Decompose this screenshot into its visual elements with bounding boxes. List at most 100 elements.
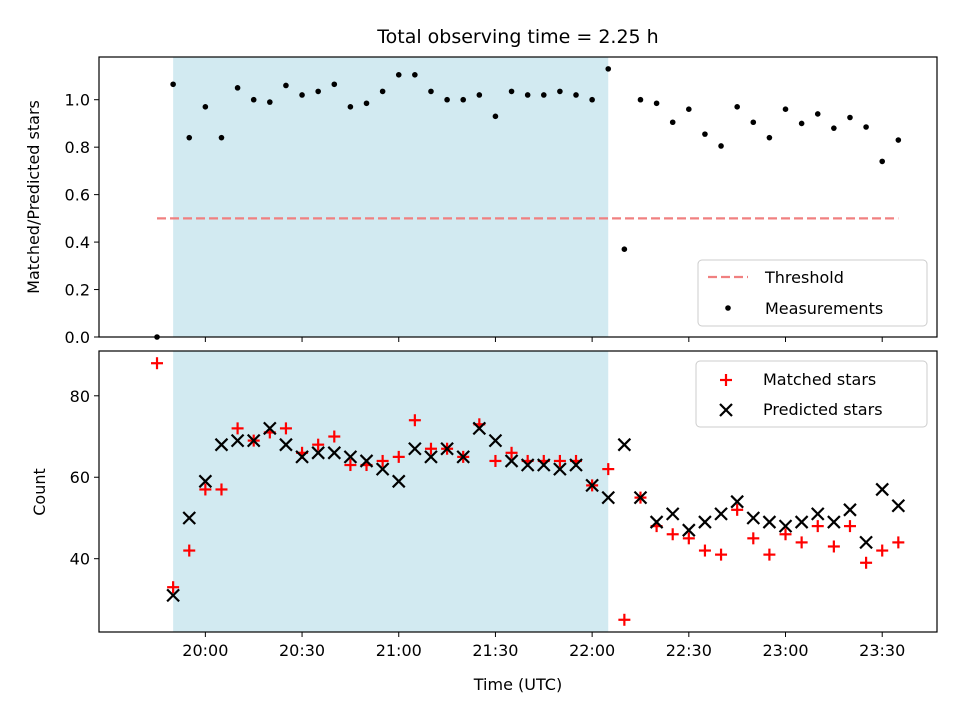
predicted-star-point	[537, 458, 551, 472]
panel-top-frame	[98, 56, 938, 338]
panel-bottom: 20:00 20:30 21:00 21:30 22:00 22:30 23:00 23:30…	[30, 350, 938, 660]
measurement-point	[669, 119, 676, 126]
predicted-star-point	[520, 458, 535, 472]
y-tick-label: 60	[70, 468, 90, 487]
matched-star-point	[763, 548, 776, 561]
predicted-star-point	[875, 482, 889, 497]
legend-threshold-label: Threshold	[764, 268, 844, 287]
matched-star-point	[151, 357, 164, 370]
measurement-point	[299, 92, 305, 98]
predicted-star-point	[214, 437, 229, 452]
matched-star-point	[795, 536, 808, 549]
y-tick-label: 80	[70, 387, 90, 406]
predicted-star-point	[408, 441, 422, 456]
measurement-point	[395, 71, 402, 78]
predicted-star-point	[649, 515, 664, 529]
predicted-star-point	[246, 433, 261, 448]
matched-star-point	[199, 483, 212, 496]
predicted-star-point	[375, 462, 390, 476]
measurement-point	[589, 96, 595, 103]
matched-star-point	[811, 520, 824, 533]
x-axis-label: Time (UTC)	[473, 675, 562, 694]
matched-star-point	[892, 536, 905, 549]
matched-star-point	[231, 422, 244, 435]
matched-star-point	[167, 581, 180, 594]
matched-star-point	[279, 422, 292, 435]
matched-star-point	[779, 528, 792, 541]
y-tick-label: 0.2	[65, 281, 90, 300]
predicted-star-point	[311, 446, 325, 460]
measurement-point	[637, 96, 644, 103]
measurement-point	[750, 119, 757, 126]
matched-star-point	[215, 483, 228, 496]
measurement-point	[524, 92, 531, 98]
matched-star-point	[328, 430, 341, 443]
matched-star-point	[666, 528, 679, 541]
predicted-star-point	[440, 441, 454, 456]
predicted-star-point	[827, 515, 841, 529]
measurement-point	[686, 106, 692, 113]
matched-star-point	[860, 556, 873, 569]
predicted-star-point	[198, 474, 213, 489]
measurement-point	[782, 106, 789, 113]
predicted-star-point	[778, 519, 793, 533]
predicted-star-point	[424, 450, 438, 464]
predicted-star-point	[359, 454, 374, 468]
matched-star-point	[183, 544, 196, 557]
measurement-point	[363, 100, 370, 107]
measurement-point	[315, 88, 321, 95]
matched-star-point	[312, 438, 325, 451]
measurement-point	[621, 246, 628, 253]
measurement-point	[895, 137, 902, 143]
predicted-star-point	[762, 515, 777, 529]
measurement-point	[412, 71, 418, 78]
measurement-point	[250, 96, 257, 103]
x-tick-label: 22:30	[666, 641, 712, 660]
measurement-point	[347, 104, 354, 110]
measurement-point	[573, 92, 579, 98]
predicted-star-point	[585, 478, 599, 493]
measurement-point	[540, 92, 547, 98]
measurement-point	[267, 99, 273, 105]
predicted-star-point	[730, 494, 744, 509]
bottom-legend: Matched stars Predicted stars	[695, 360, 928, 428]
predicted-star-point	[714, 507, 728, 521]
matched-star-point	[408, 414, 421, 427]
y-tick-label: 0.0	[65, 328, 90, 347]
legend-measurements-swatch	[725, 305, 731, 311]
predicted-star-point	[810, 507, 825, 521]
legend-predicted-swatch	[719, 403, 733, 417]
matched-star-point	[602, 463, 615, 476]
measurement-point	[331, 81, 338, 88]
measurement-point	[814, 111, 821, 117]
chart-title: Total observing time = 2.25 h	[376, 26, 658, 48]
measurement-point	[283, 82, 289, 89]
matched-star-point	[489, 454, 502, 467]
predicted-star-point	[682, 523, 696, 537]
matched-star-point	[424, 442, 437, 455]
y-tick-label: 0.8	[65, 138, 90, 157]
measurement-point	[508, 88, 515, 95]
matched-star-point	[392, 450, 405, 463]
measurement-point	[218, 134, 225, 141]
matched-star-point	[682, 532, 695, 545]
matched-star-point	[505, 446, 518, 459]
matched-star-point	[747, 532, 760, 545]
measurement-point	[557, 88, 563, 95]
measurement-point	[734, 104, 740, 110]
measurement-point	[879, 158, 886, 165]
matched-star-point	[827, 540, 840, 553]
matched-star-point	[731, 503, 744, 516]
panel-top: 0.0 0.2 0.4 0.6 0.8 1.0 Matched/Predicted sta…	[24, 56, 938, 347]
measurement-point	[492, 113, 499, 120]
measurement-point	[605, 66, 612, 72]
predicted-star-point	[504, 454, 519, 468]
legend-predicted-label: Predicted stars	[763, 400, 883, 419]
legend-measurements-label: Measurements	[765, 299, 883, 318]
y-tick-label: 40	[70, 550, 90, 569]
predicted-star-point	[698, 515, 712, 529]
top-y-axis-label: Matched/Predicted stars	[24, 100, 43, 294]
predicted-star-point	[279, 437, 293, 452]
measurement-point	[234, 85, 241, 91]
legend-matched-swatch	[720, 374, 732, 386]
